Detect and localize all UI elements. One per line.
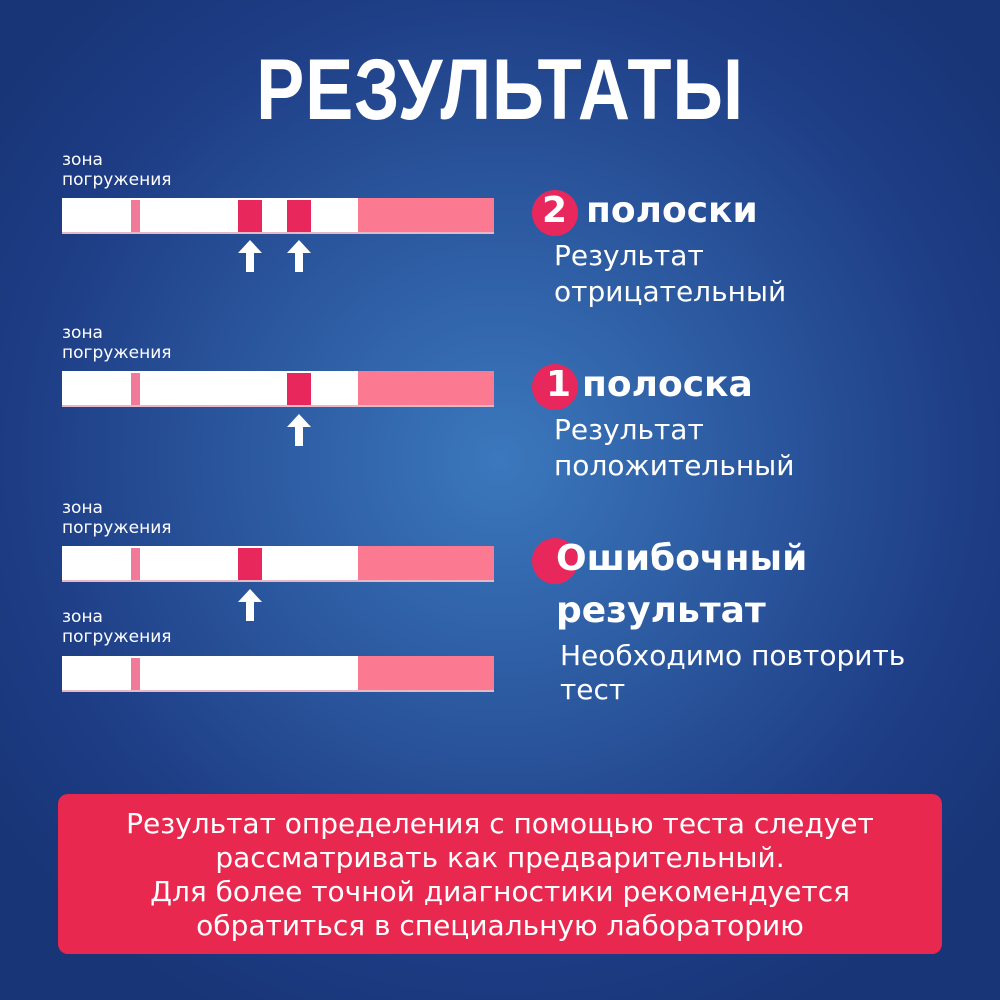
arrow-up-icon	[287, 414, 311, 446]
control-band	[287, 373, 311, 405]
strip-handle	[358, 198, 494, 232]
result-description: положительный	[554, 449, 795, 482]
notice-banner: Результат определения с помощью теста сл…	[58, 794, 942, 954]
reference-mark	[131, 200, 140, 232]
reference-mark	[131, 373, 140, 405]
zone-label: зона погружения	[62, 498, 172, 538]
result-description: Необходимо повторить	[560, 639, 906, 672]
result-badge	[532, 538, 578, 584]
test-strip-two-bands	[62, 198, 494, 234]
control-band	[287, 200, 311, 232]
zone-label: зона погружения	[62, 607, 172, 647]
strip-handle	[358, 546, 494, 580]
result-description: Результат	[554, 239, 704, 272]
test-band	[238, 548, 262, 580]
result-description: Результат	[554, 413, 704, 446]
notice-line: рассматривать как предварительный.	[215, 841, 785, 874]
result-headline: Ошибочный	[556, 538, 808, 579]
badge-number: 2	[542, 190, 568, 231]
badge-number: 1	[546, 364, 572, 405]
notice-line: Результат определения с помощью теста сл…	[126, 807, 874, 840]
arrow-up-icon	[238, 240, 262, 272]
reference-mark	[131, 658, 140, 690]
page-title: РЕЗУЛЬТАТЫ	[256, 42, 744, 138]
notice-line: Для более точной диагностики рекомендует…	[150, 875, 850, 908]
reference-mark	[131, 548, 140, 580]
result-badge	[532, 364, 578, 410]
zone-label: зона погружения	[62, 150, 172, 190]
arrow-up-icon	[238, 589, 262, 621]
zone-label: зона погружения	[62, 323, 172, 363]
result-headline: результат	[556, 590, 766, 631]
notice-line: обратиться в специальную лабораторию	[196, 909, 804, 942]
result-description: тест	[560, 673, 626, 706]
result-headline: полоска	[582, 364, 753, 405]
strip-handle	[358, 371, 494, 405]
test-strip-no-bands	[62, 656, 494, 692]
result-description: отрицательный	[554, 275, 787, 308]
arrow-up-icon	[287, 240, 311, 272]
test-strip-one-band	[62, 371, 494, 407]
test-strip-invalid-band	[62, 546, 494, 582]
result-headline: полоски	[586, 190, 758, 231]
strip-handle	[358, 656, 494, 690]
test-band	[238, 200, 262, 232]
result-badge	[532, 190, 578, 236]
